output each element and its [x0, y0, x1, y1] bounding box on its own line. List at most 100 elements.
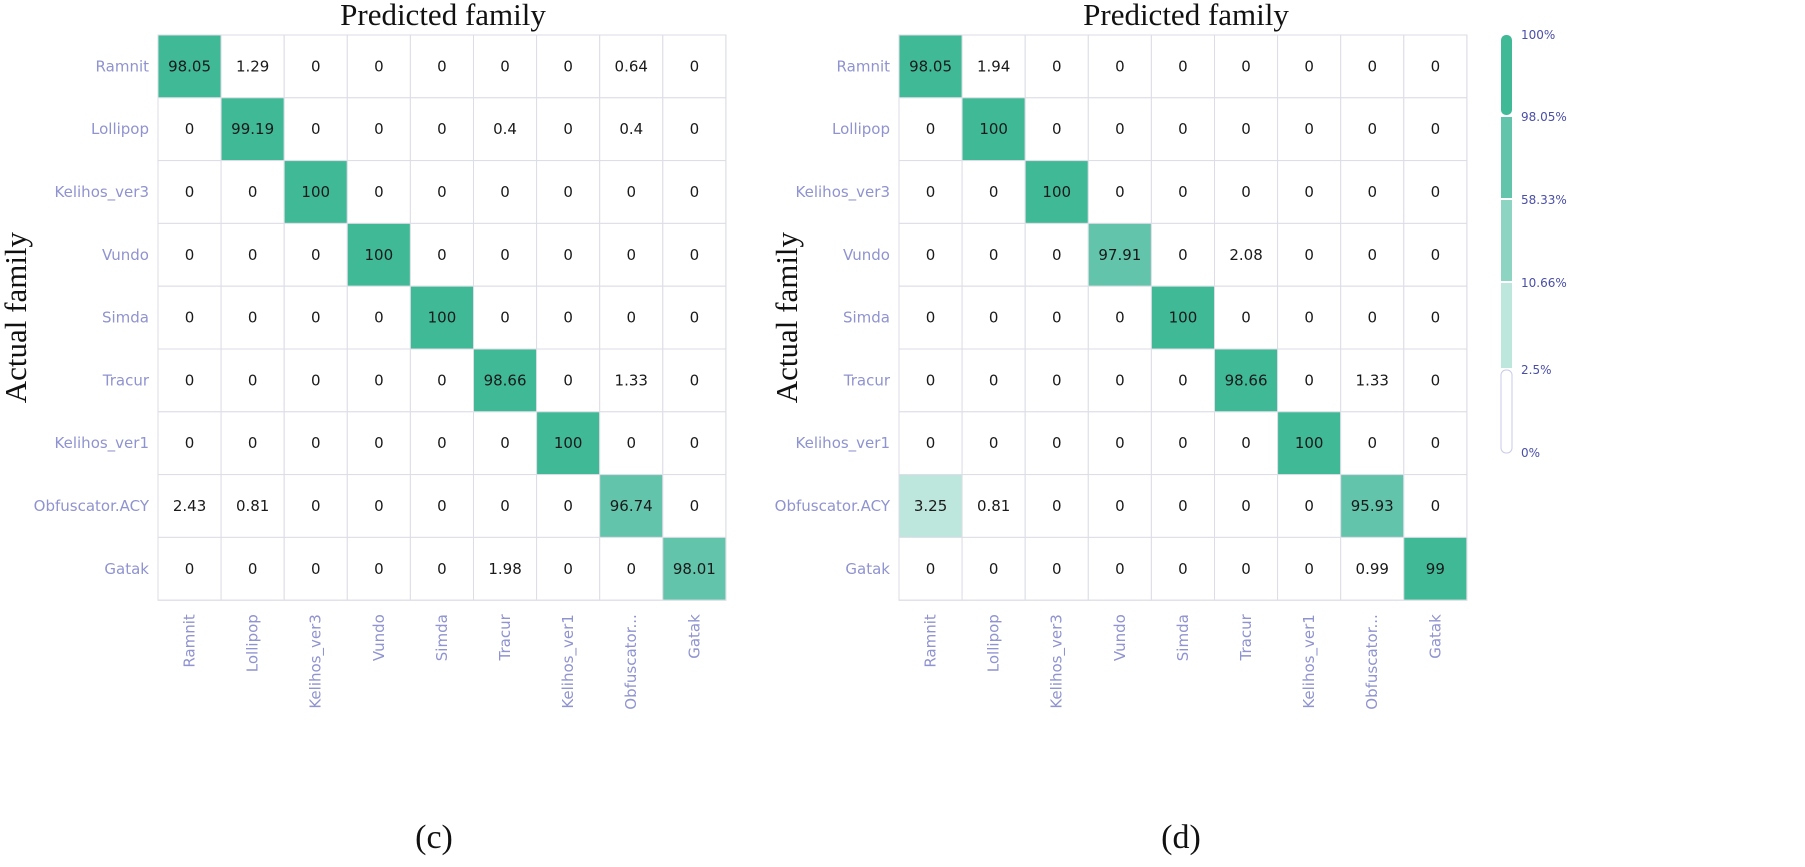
- cell-value-d-2-5: 0: [1241, 183, 1251, 201]
- cell-value-d-7-7: 95.93: [1351, 497, 1394, 515]
- cell-c-1-8: [662, 97, 727, 162]
- cell-value-d-1-8: 0: [1431, 120, 1441, 138]
- cell-value-d-1-6: 0: [1304, 120, 1314, 138]
- cell-value-d-1-7: 0: [1367, 120, 1377, 138]
- cell-d-3-8: [1403, 222, 1468, 287]
- col-label-c-0: Ramnit: [181, 614, 199, 668]
- cell-value-c-6-1: 0: [248, 434, 258, 452]
- cell-value-c-8-0: 0: [185, 560, 195, 578]
- col-label-c-7: Obfuscator...: [622, 614, 640, 710]
- cell-c-7-5: [473, 474, 538, 538]
- cell-value-d-4-4: 100: [1169, 309, 1198, 327]
- cell-d-1-6: [1277, 97, 1342, 162]
- cell-value-c-1-3: 0: [374, 120, 384, 138]
- cell-c-8-0: [157, 536, 222, 601]
- cell-d-1-5: [1214, 97, 1279, 162]
- cell-value-c-1-6: 0: [563, 120, 573, 138]
- cell-value-c-6-5: 0: [500, 434, 510, 452]
- cell-d-7-1: [961, 474, 1026, 538]
- cell-value-d-4-7: 0: [1367, 309, 1377, 327]
- cell-d-6-2: [1024, 411, 1089, 476]
- y-axis-label-c: Actual family: [0, 231, 33, 403]
- cell-value-d-5-4: 0: [1178, 371, 1188, 389]
- legend-tick-5: 0%: [1521, 446, 1540, 460]
- cell-d-8-3: [1087, 536, 1152, 601]
- cell-value-d-2-8: 0: [1431, 183, 1441, 201]
- cell-d-1-3: [1087, 97, 1152, 162]
- cell-value-c-5-4: 0: [437, 371, 447, 389]
- cell-value-c-3-8: 0: [690, 246, 700, 264]
- cell-value-d-2-7: 0: [1367, 183, 1377, 201]
- chart-title-d: Predicted family: [1083, 0, 1289, 32]
- cell-d-8-6: [1277, 536, 1342, 601]
- cell-value-d-4-1: 0: [989, 309, 999, 327]
- cell-value-c-7-6: 0: [563, 497, 573, 515]
- cell-value-c-7-2: 0: [311, 497, 321, 515]
- cell-value-c-8-3: 0: [374, 560, 384, 578]
- col-label-d-8: Gatak: [1426, 614, 1444, 659]
- legend-band-1: [1501, 117, 1512, 198]
- row-label-c-2: Kelihos_ver3: [55, 183, 149, 202]
- cell-c-8-3: [346, 536, 411, 601]
- row-label-c-6: Kelihos_ver1: [55, 434, 149, 453]
- cell-value-c-8-4: 0: [437, 560, 447, 578]
- cell-d-7-4: [1150, 474, 1216, 538]
- cell-value-d-0-5: 0: [1241, 57, 1251, 75]
- cell-value-d-3-3: 97.91: [1098, 246, 1141, 264]
- cell-c-4-6: [536, 285, 601, 350]
- cell-c-5-1: [220, 348, 285, 413]
- cell-value-c-7-7: 96.74: [610, 497, 653, 515]
- cell-d-7-8: [1403, 474, 1468, 538]
- cell-c-2-1: [220, 160, 285, 224]
- cell-d-8-5: [1214, 536, 1279, 601]
- cell-value-c-2-7: 0: [626, 183, 636, 201]
- cell-value-d-3-0: 0: [926, 246, 936, 264]
- cell-value-d-4-8: 0: [1431, 309, 1441, 327]
- cell-value-c-0-6: 0: [563, 57, 573, 75]
- cell-d-3-4: [1150, 222, 1216, 287]
- cell-value-d-0-3: 0: [1115, 57, 1125, 75]
- cell-value-c-6-0: 0: [185, 434, 195, 452]
- cell-value-d-2-2: 100: [1042, 183, 1071, 201]
- cell-value-c-3-2: 0: [311, 246, 321, 264]
- cell-value-c-3-6: 0: [563, 246, 573, 264]
- cell-d-8-1: [961, 536, 1026, 601]
- cell-d-0-1: [961, 34, 1026, 99]
- row-label-d-2: Kelihos_ver3: [796, 183, 890, 202]
- row-label-d-4: Simda: [843, 309, 890, 327]
- row-label-d-6: Kelihos_ver1: [796, 434, 890, 453]
- cell-value-c-8-1: 0: [248, 560, 258, 578]
- cell-d-4-0: [898, 285, 963, 350]
- cell-value-d-8-4: 0: [1178, 560, 1188, 578]
- cell-c-7-6: [536, 474, 601, 538]
- cell-value-c-7-3: 0: [374, 497, 384, 515]
- cell-d-2-5: [1214, 160, 1279, 224]
- legend-tick-1: 98.05%: [1521, 110, 1567, 124]
- legend-tick-0: 100%: [1521, 28, 1555, 42]
- col-label-c-2: Kelihos_ver3: [307, 614, 326, 708]
- cell-c-7-3: [346, 474, 411, 538]
- col-label-d-0: Ramnit: [922, 614, 940, 668]
- cell-value-c-0-5: 0: [500, 57, 510, 75]
- cell-c-5-4: [409, 348, 474, 413]
- cell-value-c-8-6: 0: [563, 560, 573, 578]
- cell-value-c-2-1: 0: [248, 183, 258, 201]
- cell-value-c-4-8: 0: [690, 309, 700, 327]
- cell-value-d-3-1: 0: [989, 246, 999, 264]
- cell-d-4-1: [961, 285, 1026, 350]
- legend-tick-3: 10.66%: [1521, 276, 1567, 290]
- cell-c-4-0: [157, 285, 222, 350]
- cell-c-6-1: [220, 411, 285, 476]
- cell-value-c-4-2: 0: [311, 309, 321, 327]
- cell-value-d-2-6: 0: [1304, 183, 1314, 201]
- cell-value-c-5-3: 0: [374, 371, 384, 389]
- cell-d-4-6: [1277, 285, 1342, 350]
- cell-value-d-5-6: 0: [1304, 371, 1314, 389]
- cell-value-c-3-3: 100: [365, 246, 394, 264]
- cell-d-8-4: [1150, 536, 1216, 601]
- cell-c-4-8: [662, 285, 727, 350]
- grid-border-d: [898, 34, 1468, 601]
- cell-value-d-3-8: 0: [1431, 246, 1441, 264]
- cell-d-2-0: [898, 160, 963, 224]
- cell-value-d-5-2: 0: [1052, 371, 1062, 389]
